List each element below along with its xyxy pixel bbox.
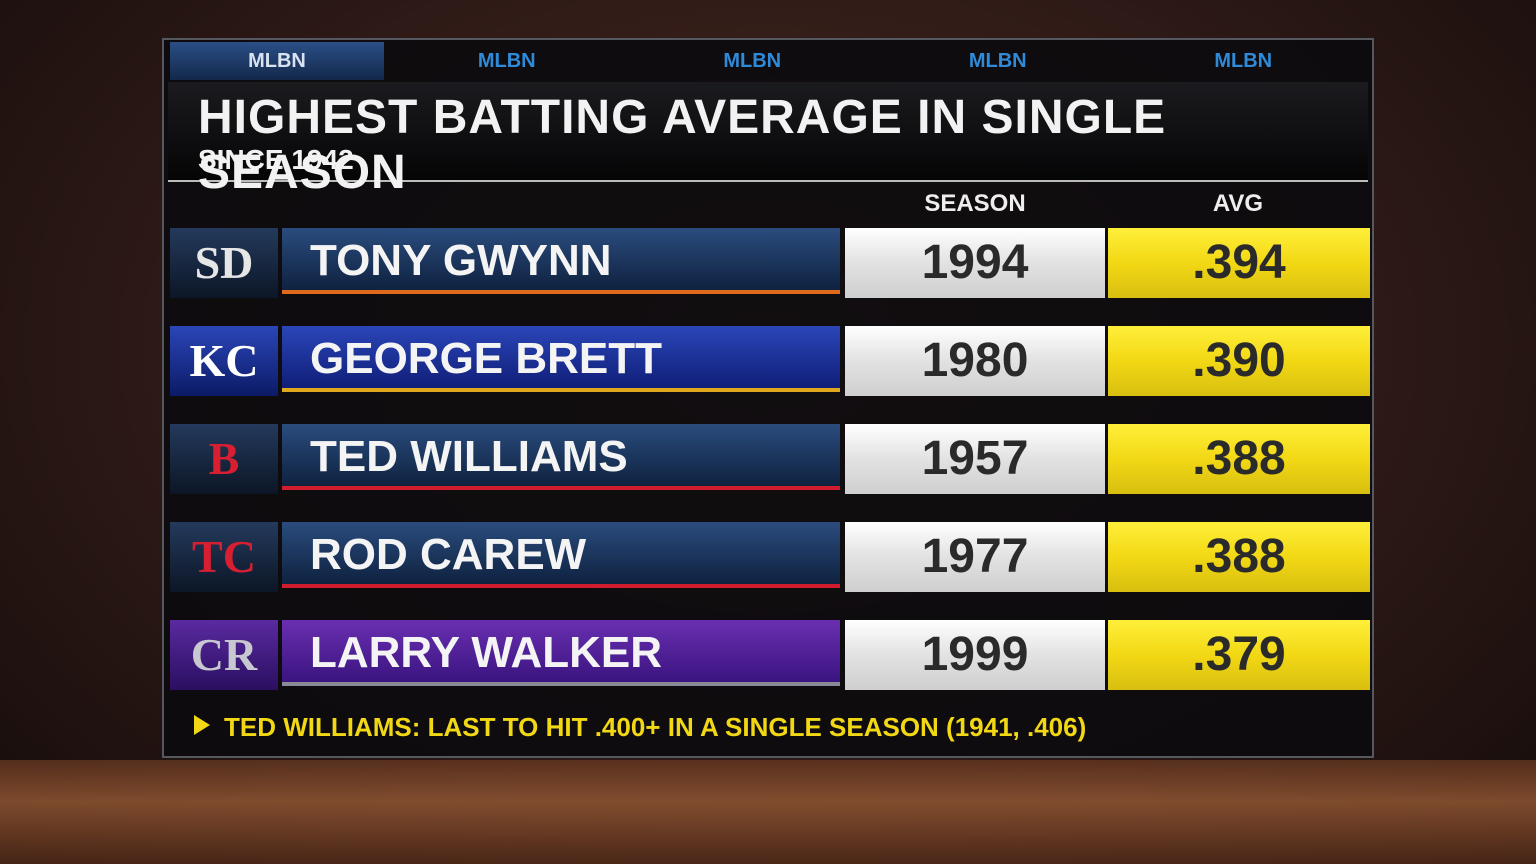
team-logo: B xyxy=(170,424,278,494)
title: HIGHEST BATTING AVERAGE IN SINGLE SEASON xyxy=(198,91,1167,199)
avg-cell: .379 xyxy=(1108,620,1370,690)
table-row: KC GEORGE BRETT 1980.390 xyxy=(170,326,1370,396)
team-logo: SD xyxy=(170,228,278,298)
player-name: TED WILLIAMS xyxy=(282,424,840,490)
avg-cell: .390 xyxy=(1108,326,1370,396)
table-row: CR LARRY WALKER 1999.379 xyxy=(170,620,1370,690)
tab[interactable]: MLBN xyxy=(723,50,782,72)
player-name: GEORGE BRETT xyxy=(282,326,840,392)
tab[interactable]: MLBN xyxy=(968,50,1027,72)
avg-cell: .388 xyxy=(1108,522,1370,592)
column-header: AVG xyxy=(1212,190,1264,217)
tab-bar: MLBN MLBN MLBN MLBN MLBN xyxy=(170,42,1366,80)
season-cell: 1977 xyxy=(845,522,1105,592)
season-cell: 1957 xyxy=(845,424,1105,494)
season-cell: 1980 xyxy=(845,326,1105,396)
player-name: ROD CAREW xyxy=(282,522,840,588)
team-logo: CR xyxy=(170,620,278,690)
player-name: LARRY WALKER xyxy=(282,620,840,686)
column-header: SEASON xyxy=(924,190,1026,217)
avg-cell: .388 xyxy=(1108,424,1370,494)
player-name: TONY GWYNN xyxy=(282,228,840,294)
table-row: B TED WILLIAMS 1957.388 xyxy=(170,424,1370,494)
tab[interactable]: MLBN xyxy=(1214,50,1273,72)
season-cell: 1994 xyxy=(845,228,1105,298)
footnote: TED WILLIAMS: LAST TO HIT .400+ IN A SIN… xyxy=(194,712,1086,743)
tab[interactable]: MLBN xyxy=(477,50,536,72)
stat-panel: MLBN MLBN MLBN MLBN MLBN HIGHEST BATTING AVE… xyxy=(162,38,1374,758)
table-row: SD TONY GWYNN 1994.394 xyxy=(170,228,1370,298)
background-bat xyxy=(0,760,1536,864)
avg-cell: .394 xyxy=(1108,228,1370,298)
subtitle: SINCE 1942 xyxy=(198,144,354,175)
team-logo: KC xyxy=(170,326,278,396)
season-cell: 1999 xyxy=(845,620,1105,690)
team-logo: TC xyxy=(170,522,278,592)
footnote-text: TED WILLIAMS: LAST TO HIT .400+ IN A SIN… xyxy=(224,712,1087,742)
arrow-icon xyxy=(194,715,210,735)
tab[interactable]: MLBN xyxy=(170,42,384,80)
table-row: TC ROD CAREW 1977.388 xyxy=(170,522,1370,592)
title-box: HIGHEST BATTING AVERAGE IN SINGLE SEASON… xyxy=(168,82,1368,199)
